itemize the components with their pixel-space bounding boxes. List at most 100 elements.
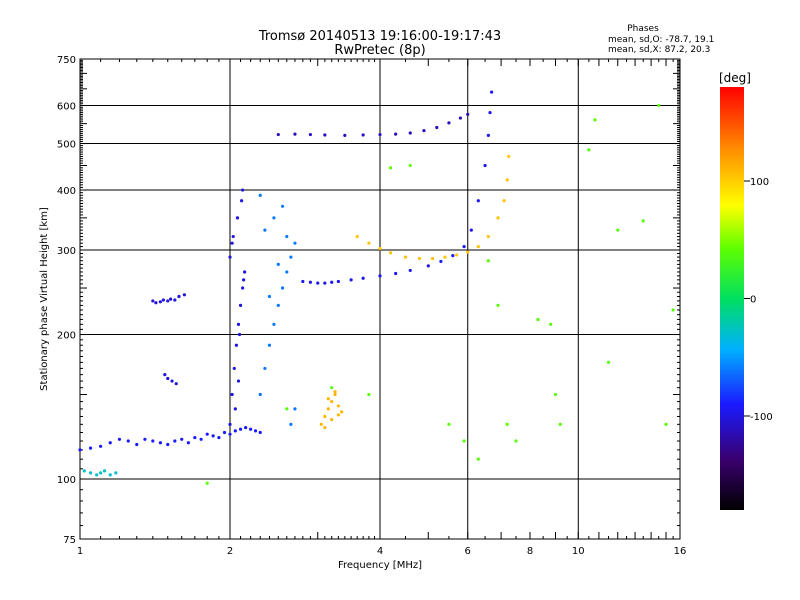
data-point: [486, 234, 490, 239]
data-point: [272, 322, 276, 326]
y-tick-label: 75: [63, 535, 76, 546]
data-point: [469, 228, 473, 232]
data-point: [505, 178, 509, 182]
chart-subtitle: RwPretec (8p): [334, 43, 425, 58]
data-point: [289, 422, 293, 426]
data-point: [378, 274, 382, 278]
data-point: [355, 234, 359, 239]
stats-o-line: mean, sd,O: -78.7, 19.1: [608, 35, 714, 45]
stats-heading: Phases: [627, 24, 659, 34]
data-point: [593, 118, 597, 122]
data-point: [447, 121, 451, 125]
data-point: [439, 259, 443, 264]
data-point: [340, 410, 344, 414]
data-point: [505, 422, 509, 426]
data-point: [169, 297, 173, 301]
data-point: [126, 439, 130, 443]
data-point: [193, 435, 197, 440]
x-tick-label: 10: [572, 546, 585, 557]
data-point: [117, 437, 122, 441]
data-point: [236, 322, 241, 326]
data-point: [238, 427, 243, 431]
data-point: [426, 264, 430, 268]
data-point: [293, 132, 297, 136]
data-point: [502, 199, 506, 203]
data-point: [161, 298, 165, 302]
data-point: [361, 276, 365, 280]
data-point: [488, 110, 492, 115]
data-point: [285, 407, 289, 411]
data-point: [455, 253, 459, 257]
data-point: [242, 278, 246, 282]
data-point: [671, 308, 675, 312]
x-tick-label: 6: [465, 546, 471, 557]
axis-ticks: 1 2 4 6 8 10 16 75 100 200 300 400 500 600 750: [57, 55, 686, 557]
data-point: [285, 234, 289, 239]
colorbar-label: [deg]: [719, 71, 751, 85]
data-point: [230, 392, 234, 397]
data-point: [408, 268, 412, 273]
data-point: [462, 244, 466, 249]
data-point: [403, 255, 408, 259]
data-point: [243, 270, 247, 274]
data-point: [222, 430, 227, 435]
x-tick-label: 4: [377, 546, 383, 557]
data-point: [158, 441, 163, 445]
chart-title: Tromsø 20140513 19:16:00-19:17:43: [258, 29, 501, 44]
data-point: [476, 199, 480, 203]
colorbar-tick-label: 0: [750, 295, 756, 306]
data-point: [241, 188, 245, 192]
series-group: [301, 90, 494, 285]
x-tick-label: 16: [674, 546, 687, 557]
data-point: [490, 90, 494, 94]
data-point: [182, 293, 186, 297]
series-group: [205, 103, 675, 485]
data-point: [451, 254, 455, 258]
data-point: [88, 446, 93, 450]
series-group: [276, 112, 470, 137]
data-point: [289, 255, 293, 259]
data-point: [507, 154, 511, 159]
data-point: [285, 270, 289, 274]
data-point: [326, 397, 330, 401]
data-point: [177, 294, 181, 299]
y-axis-label: Stationary phase Virtual Height [km]: [39, 207, 50, 391]
data-point: [336, 279, 340, 284]
data-point: [293, 241, 297, 245]
series-group: [355, 154, 511, 261]
data-point: [388, 166, 393, 170]
data-point: [108, 441, 112, 445]
data-point: [267, 294, 272, 299]
data-point: [280, 204, 285, 208]
data-point: [151, 439, 155, 443]
data-point: [233, 429, 237, 433]
data-point: [476, 244, 480, 249]
data-point: [641, 219, 645, 223]
data-point: [343, 133, 347, 137]
y-tick-label: 400: [57, 186, 76, 197]
data-point: [323, 281, 327, 285]
data-point: [228, 432, 232, 436]
data-point: [236, 379, 241, 383]
data-point: [657, 103, 661, 108]
data-point: [233, 407, 237, 411]
data-point: [388, 251, 393, 255]
y-tick-label: 200: [57, 331, 76, 342]
data-points: [78, 90, 675, 485]
data-point: [163, 373, 167, 377]
data-point: [496, 303, 500, 308]
data-point: [244, 425, 248, 430]
x-tick-label: 2: [227, 546, 233, 557]
data-point: [336, 413, 340, 417]
data-point: [514, 439, 518, 443]
data-point: [417, 256, 422, 261]
data-point: [378, 132, 382, 137]
data-point: [249, 427, 253, 431]
data-point: [258, 430, 262, 435]
data-point: [217, 435, 221, 440]
data-point: [99, 444, 103, 448]
data-point: [234, 343, 238, 347]
data-point: [367, 392, 371, 397]
colorbar-tick-label: -100: [750, 412, 773, 423]
data-point: [235, 216, 240, 220]
